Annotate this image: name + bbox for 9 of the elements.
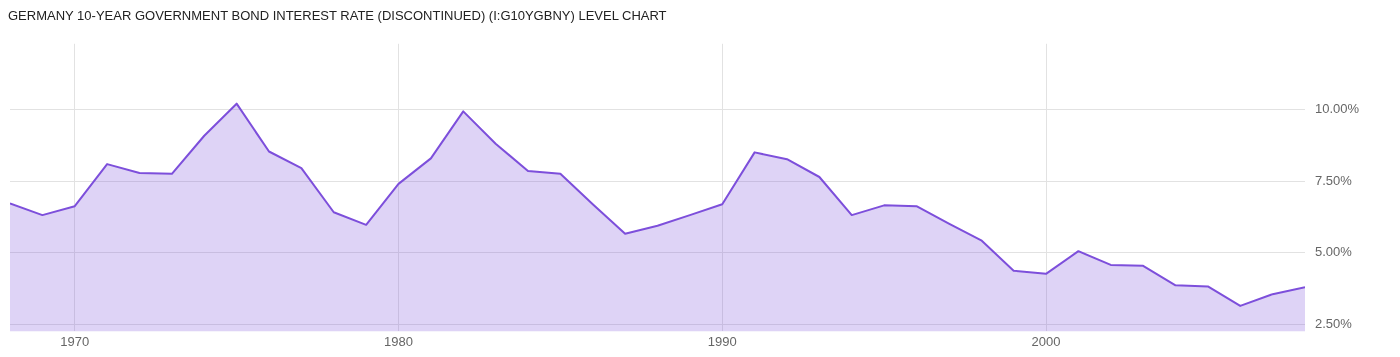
y-tick-label: 5.00% bbox=[1315, 244, 1353, 260]
y-tick-label: 10.00% bbox=[1315, 101, 1360, 117]
x-tick-label: 1970 bbox=[60, 333, 90, 349]
x-tick-label: 2000 bbox=[1031, 333, 1061, 349]
chart-title: GERMANY 10-YEAR GOVERNMENT BOND INTEREST RATE (DISCONTINUED) (I:G10YGBNY) LEVEL CHART bbox=[8, 8, 667, 23]
y-tick-label: 7.50% bbox=[1315, 172, 1353, 188]
x-tick-label: 1990 bbox=[707, 333, 737, 349]
y-tick-label: 2.50% bbox=[1315, 316, 1353, 332]
x-tick-label: 1980 bbox=[384, 333, 413, 349]
